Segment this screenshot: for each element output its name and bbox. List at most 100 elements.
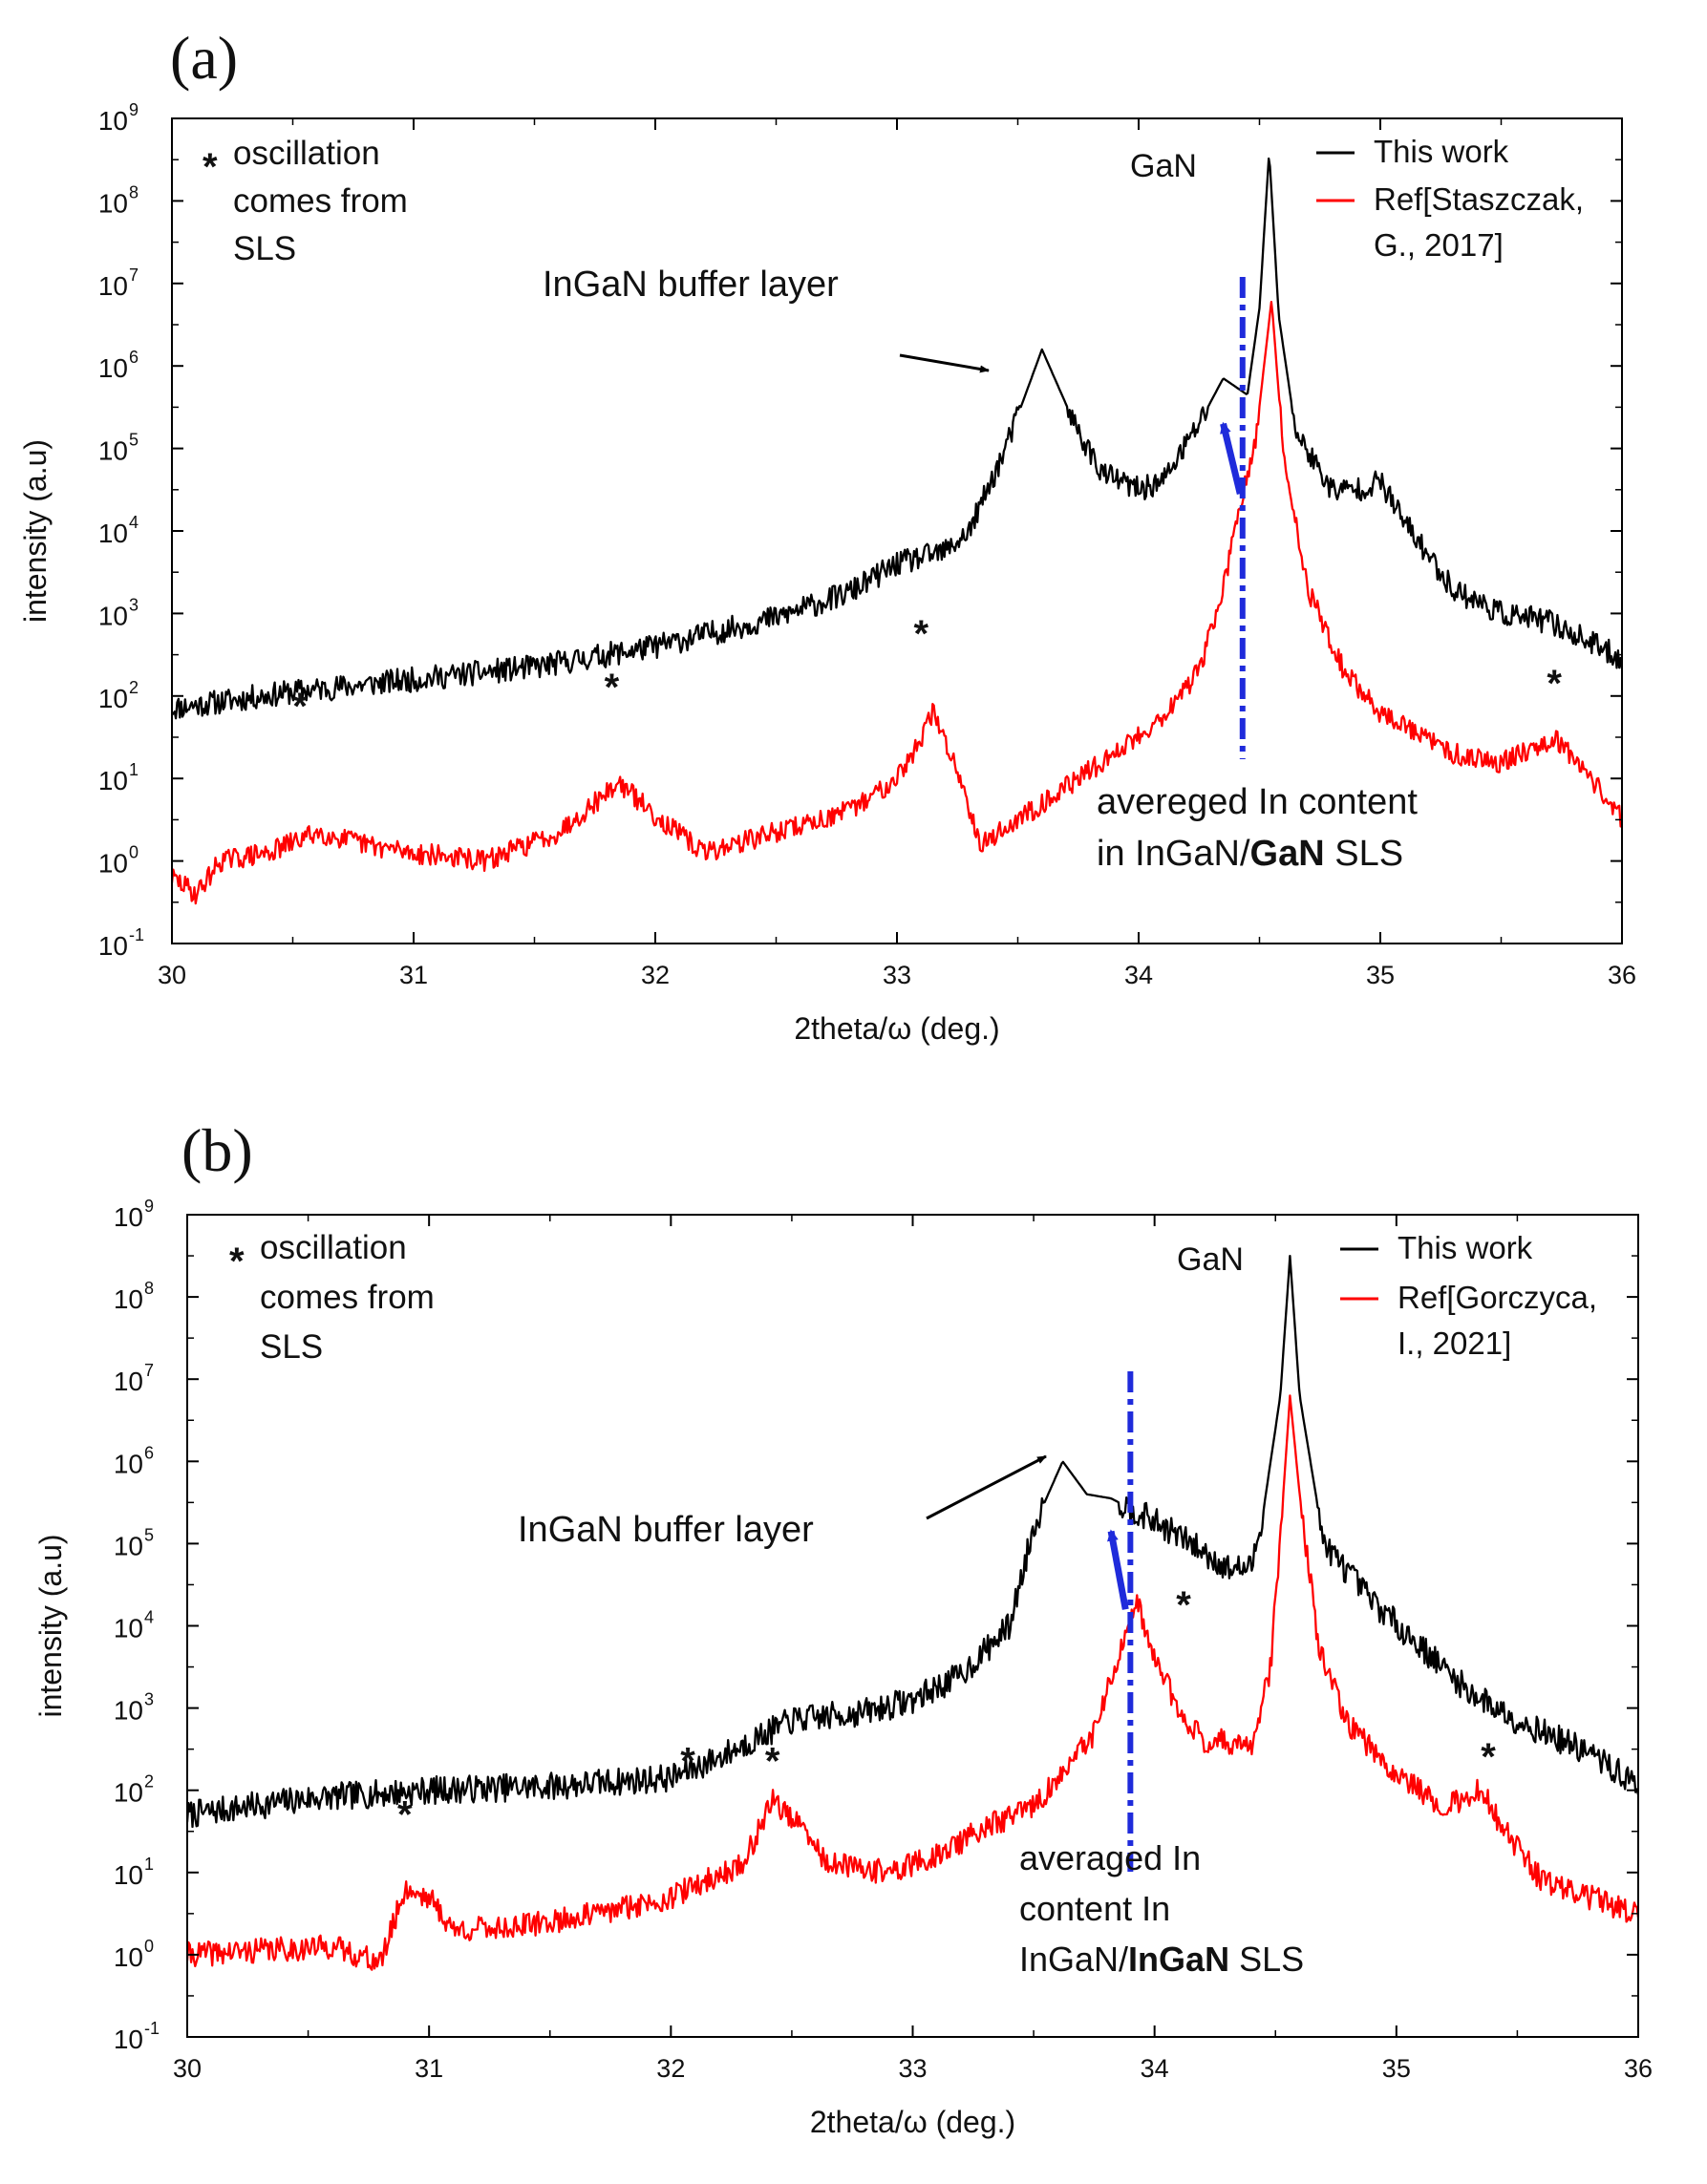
panel-label: (a): [170, 24, 238, 92]
averaged-in-label-part: in InGaN/: [1097, 834, 1250, 874]
x-tick-label: 30: [173, 2054, 202, 2083]
series-line-reference: [172, 300, 1622, 905]
note-star: *: [229, 1240, 245, 1283]
x-tick-label: 31: [399, 961, 428, 989]
y-tick-label: 10: [98, 519, 128, 548]
y-tick-exponent: 3: [129, 595, 139, 614]
y-tick-exponent: 6: [129, 348, 139, 367]
y-tick-exponent: -1: [144, 2019, 160, 2038]
note-line: comes from: [233, 182, 408, 220]
y-tick-exponent: 7: [129, 265, 139, 285]
y-tick-exponent: 3: [144, 1690, 154, 1709]
y-tick-label: 10: [114, 1449, 143, 1478]
blue-shift-arrow: [1220, 421, 1244, 495]
oscillation-star: *: [914, 613, 929, 655]
averaged-in-label: avereged In content: [1097, 782, 1418, 822]
series-line-reference: [187, 1394, 1638, 1971]
oscillation-star: *: [1547, 663, 1562, 705]
y-tick-exponent: 4: [129, 513, 139, 532]
gan-peak-label: GaN: [1177, 1241, 1244, 1278]
note-line: comes from: [260, 1279, 435, 1316]
y-tick-label: 10: [114, 1367, 143, 1396]
x-tick-label: 30: [158, 961, 186, 989]
series-line-this-work: [187, 1254, 1638, 1829]
y-tick-exponent: 6: [144, 1443, 154, 1462]
buffer-layer-label: InGaN buffer layer: [518, 1510, 814, 1550]
y-tick-exponent: 0: [144, 1937, 154, 1956]
x-tick-label: 36: [1608, 961, 1636, 989]
averaged-in-label-part: SLS: [1325, 834, 1403, 874]
y-tick-label: 10: [114, 1202, 143, 1232]
panel-label: (b): [181, 1116, 253, 1184]
y-tick-exponent: 9: [144, 1197, 154, 1216]
oscillation-star: *: [1176, 1584, 1191, 1626]
y-tick-label: 10: [114, 1860, 143, 1890]
y-tick-exponent: 2: [129, 678, 139, 697]
y-tick-label: 10: [98, 601, 128, 630]
x-tick-label: 35: [1382, 2054, 1411, 2083]
y-tick-exponent: 1: [129, 760, 139, 779]
y-tick-exponent: 4: [144, 1608, 154, 1627]
y-tick-label: 10: [114, 1531, 143, 1560]
averaged-in-label-part: SLS: [1229, 1940, 1304, 1979]
series-line-this-work: [172, 157, 1622, 720]
averaged-in-label-part: InGaN/: [1019, 1940, 1128, 1979]
gan-peak-label: GaN: [1130, 148, 1197, 184]
note-line: SLS: [260, 1328, 323, 1366]
y-tick-label: 10: [98, 849, 128, 879]
averaged-in-label: content In: [1019, 1889, 1170, 1928]
averaged-in-label: averaged In: [1019, 1838, 1201, 1877]
x-tick-label: 32: [641, 961, 670, 989]
buffer-layer-arrow: [926, 1454, 1047, 1520]
averaged-in-label-bold: InGaN: [1128, 1940, 1229, 1979]
note-star: *: [203, 146, 218, 188]
x-tick-label: 31: [415, 2054, 443, 2083]
y-axis-label: intensity (a.u): [33, 1534, 68, 1717]
oscillation-star: *: [1481, 1736, 1496, 1778]
series-group: [187, 1254, 1638, 1971]
legend-label: This work: [1374, 134, 1509, 169]
y-tick-label: 10: [98, 353, 128, 383]
y-tick-label: 10: [98, 271, 128, 301]
y-tick-exponent: 5: [144, 1525, 154, 1544]
y-tick-label: 10: [98, 684, 128, 713]
y-tick-exponent: 5: [129, 431, 139, 450]
y-tick-label: 10: [114, 1614, 143, 1643]
x-tick-label: 35: [1366, 961, 1395, 989]
averaged-in-label: in InGaN/GaN SLS: [1097, 834, 1403, 874]
legend-label: G., 2017]: [1374, 227, 1504, 263]
oscillation-star: *: [765, 1740, 780, 1782]
x-tick-label: 33: [898, 2054, 927, 2083]
x-tick-label: 32: [656, 2054, 685, 2083]
y-axis-label: intensity (a.u): [18, 439, 53, 623]
y-tick-label: 10: [98, 436, 128, 466]
y-tick-exponent: -1: [129, 925, 144, 944]
oscillation-star: *: [605, 667, 620, 709]
note-line: SLS: [233, 230, 296, 267]
legend-label: Ref[Gorczyca,: [1398, 1280, 1597, 1315]
y-tick-label: 10: [98, 766, 128, 795]
x-axis-label: 2theta/ω (deg.): [810, 2105, 1015, 2139]
y-tick-exponent: 1: [144, 1855, 154, 1874]
y-tick-label: 10: [98, 188, 128, 218]
buffer-layer-label: InGaN buffer layer: [543, 265, 839, 305]
averaged-in-label: InGaN/InGaN SLS: [1019, 1940, 1304, 1979]
x-tick-label: 34: [1141, 2054, 1169, 2083]
y-tick-exponent: 7: [144, 1361, 154, 1380]
y-tick-label: 10: [114, 1942, 143, 1972]
y-tick-exponent: 0: [129, 843, 139, 862]
y-tick-exponent: 9: [129, 100, 139, 119]
y-tick-label: 10: [114, 1696, 143, 1726]
oscillation-star: *: [292, 686, 308, 728]
blue-shift-arrow: [1107, 1529, 1129, 1610]
oscillation-star: *: [397, 1793, 413, 1835]
x-tick-label: 36: [1624, 2054, 1653, 2083]
x-tick-label: 33: [883, 961, 911, 989]
y-tick-label: 10: [114, 1284, 143, 1314]
y-tick-exponent: 8: [129, 182, 139, 201]
y-tick-label: 10: [114, 2025, 143, 2054]
note-line: oscillation: [260, 1229, 407, 1266]
